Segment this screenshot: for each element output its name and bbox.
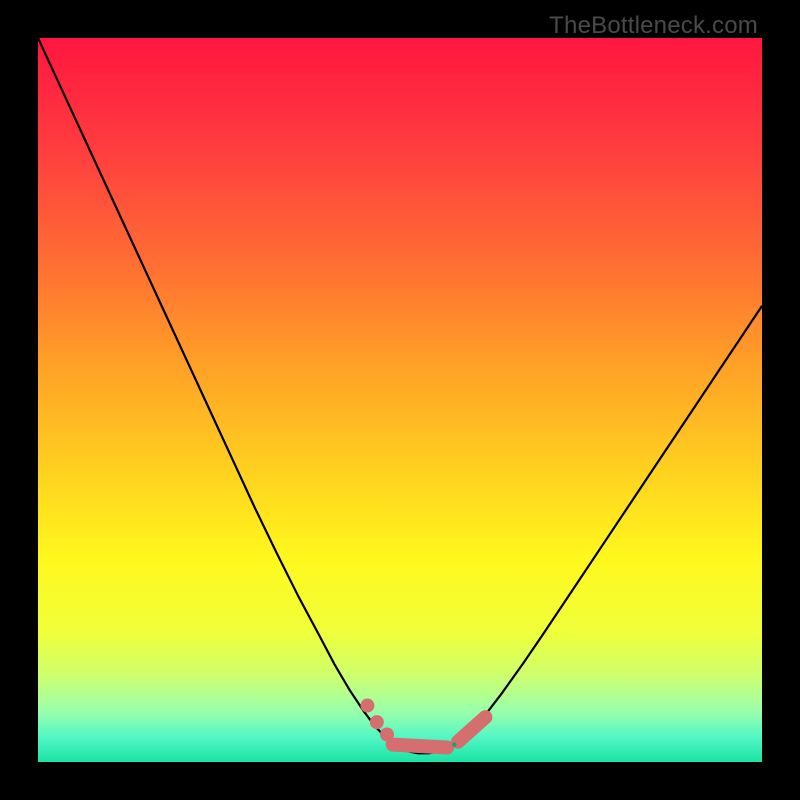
marker-dot: [380, 727, 394, 741]
marker-small-dot: [452, 742, 456, 746]
bottleneck-curve: [38, 38, 762, 753]
plot-frame: [38, 38, 762, 762]
marker-dot: [370, 715, 384, 729]
marker-dots: [360, 699, 394, 742]
chart-overlay-svg: [38, 38, 762, 762]
marker-band: [393, 717, 486, 747]
marker-band-segment: [393, 745, 447, 748]
marker-band-segment: [458, 717, 486, 742]
marker-dot: [360, 699, 374, 713]
chart-stage: TheBottleneck.com: [0, 0, 800, 800]
watermark-text: TheBottleneck.com: [549, 12, 758, 40]
